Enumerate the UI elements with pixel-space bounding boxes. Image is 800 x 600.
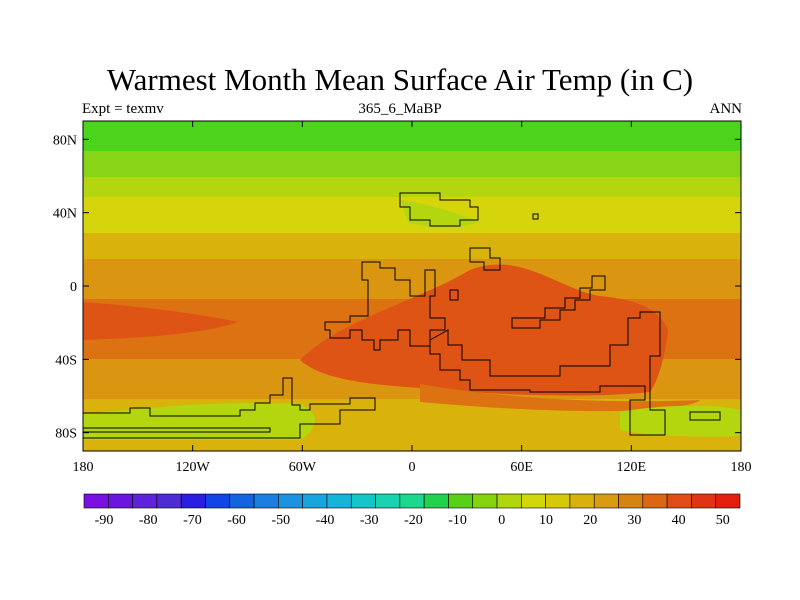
longitude-label: 0 — [409, 460, 416, 475]
colorbar-swatch — [253, 493, 279, 509]
longitude-label: 120E — [617, 460, 647, 475]
colorbar-label: -30 — [360, 513, 379, 528]
latitude-label: 80S — [55, 427, 77, 442]
coastline-north-block — [399, 192, 479, 227]
colorbar-swatch — [423, 493, 449, 509]
latitude-label: 40S — [55, 353, 77, 368]
colorbar-swatch — [472, 493, 498, 509]
coastline-inland-sea — [449, 289, 459, 301]
colorbar-label: 20 — [583, 513, 597, 528]
latitude-label: 80N — [53, 133, 77, 148]
longitude-label: 60W — [289, 460, 317, 475]
colorbar-swatch — [496, 493, 522, 509]
band-north-gold — [83, 233, 741, 259]
longitude-axis: 180 120W 60W 0 60E 120E 180 — [73, 121, 752, 475]
coastline-outlines — [83, 192, 721, 439]
coastline-central-continent — [324, 261, 446, 351]
colorbar-swatch — [618, 493, 644, 509]
colorbar-label: 30 — [627, 513, 641, 528]
coastline-southwest-continent — [83, 377, 376, 439]
coastline-small-island — [532, 213, 539, 220]
southwest-cool-patch — [83, 402, 315, 440]
colorbar-swatch — [545, 493, 571, 509]
colorbar-swatch — [229, 493, 255, 509]
colorbar-swatch — [278, 493, 303, 509]
timeslice-label: 365_6_MaBP — [358, 101, 442, 117]
colorbar-swatch — [302, 493, 328, 509]
latitude-label: 40N — [53, 207, 77, 222]
colorbar-label: -40 — [316, 513, 335, 528]
colorbar: -90 -80 -70 -60 -50 -40 -30 -20 -10 0 10 20 30 40 50 — [83, 493, 741, 528]
latitude-label: 0 — [70, 280, 77, 295]
colorbar-swatch — [691, 493, 717, 509]
colorbar-swatch — [132, 493, 158, 509]
colorbar-swatch — [375, 493, 401, 509]
eastern-ocean-hot-patch — [83, 302, 238, 340]
longitude-label: 180 — [731, 460, 752, 475]
colorbar-swatch — [569, 493, 595, 509]
continent-hot-core — [300, 264, 668, 396]
season-label: ANN — [709, 101, 743, 117]
colorbar-label: 0 — [498, 513, 505, 528]
colorbar-label: 40 — [672, 513, 686, 528]
colorbar-swatch — [593, 493, 619, 509]
colorbar-swatch — [107, 493, 133, 509]
colorbar-swatch — [715, 493, 741, 509]
colorbar-swatch — [180, 493, 206, 509]
latitude-axis: 80N 40N 0 40S 80S — [53, 133, 741, 442]
longitude-label: 120W — [176, 460, 211, 475]
colorbar-swatch — [521, 493, 546, 509]
coastline-southeast-island — [689, 411, 721, 421]
map-title: Warmest Month Mean Surface Air Temp (in … — [106, 62, 694, 97]
coastline-northeast-island — [469, 247, 501, 271]
temperature-field — [83, 121, 741, 451]
colorbar-swatch — [666, 493, 692, 509]
colorbar-label: -80 — [139, 513, 158, 528]
band-subarctic-light-green — [83, 151, 741, 177]
colorbar-swatch — [326, 493, 352, 509]
colorbar-label: -50 — [271, 513, 290, 528]
southeast-cool-patch — [620, 405, 741, 437]
coastline-southern-continent — [429, 311, 666, 436]
longitude-label: 60E — [510, 460, 533, 475]
colorbar-swatch — [83, 493, 109, 509]
colorbar-label: -20 — [404, 513, 423, 528]
colorbar-swatch — [156, 493, 182, 509]
longitude-label: 180 — [73, 460, 94, 475]
colorbar-label: 50 — [716, 513, 730, 528]
colorbar-label: -10 — [448, 513, 467, 528]
colorbar-label: -90 — [95, 513, 114, 528]
band-equator-orange — [83, 259, 741, 299]
colorbar-swatch — [205, 493, 231, 509]
coastline-eastern-peninsula — [511, 275, 606, 329]
colorbar-swatch — [642, 493, 668, 509]
colorbar-label: -70 — [183, 513, 202, 528]
experiment-label: Expt = texmv — [82, 101, 164, 117]
colorbar-swatch — [448, 493, 474, 509]
coastline-southwest-inner — [83, 427, 271, 433]
colorbar-swatch — [350, 493, 376, 509]
colorbar-label: 10 — [539, 513, 553, 528]
colorbar-swatch — [399, 493, 425, 509]
band-north-yellow-green — [83, 177, 741, 197]
colorbar-label: -60 — [227, 513, 246, 528]
